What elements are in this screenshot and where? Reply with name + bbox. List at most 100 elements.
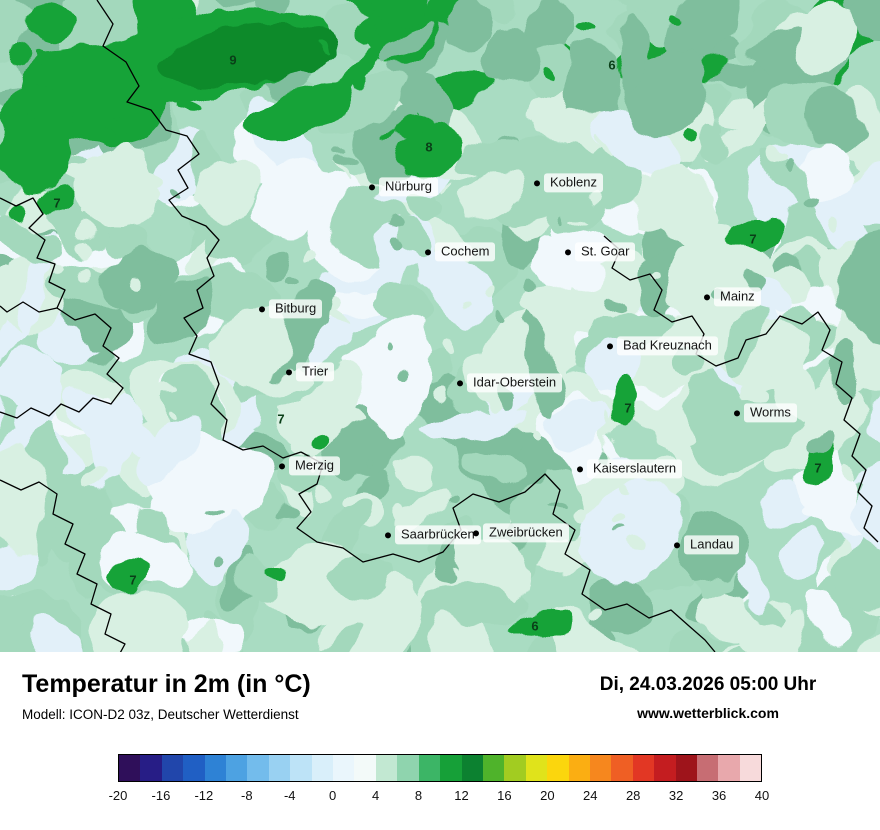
temp-value-label: 7 [624,400,632,416]
color-scale-tick: -12 [194,788,214,803]
color-scale-tick: 24 [583,788,598,803]
city-marker: Merzig [279,456,341,476]
city-dot-icon [674,542,680,548]
city-label: Nürburg [379,177,438,197]
city-dot-icon [279,463,285,469]
color-scale-segment [568,755,590,781]
city-label: Worms [744,403,797,423]
color-scale-tick: 12 [454,788,469,803]
color-scale-segment [183,755,205,781]
city-marker: Cochem [425,242,496,262]
color-scale-segment [654,755,676,781]
city-marker: Nürburg [369,177,438,197]
city-marker: Mainz [704,287,761,307]
city-marker: Bitburg [259,299,323,319]
temperature-field [0,0,880,652]
datetime-label: Di, 24.03.2026 05:00 Uhr [599,674,817,695]
color-scale-tick: 0 [329,788,337,803]
city-marker: Trier [286,362,335,382]
color-scale-tick: -16 [151,788,171,803]
page-title: Temperatur in 2m (in °C) [22,670,311,698]
color-scale-segment [226,755,248,781]
city-label: Kaiserslautern [587,459,683,479]
city-dot-icon [286,369,292,375]
city-marker: Saarbrücken [385,525,481,545]
color-scale-segment [397,755,419,781]
color-scale-segment [675,755,697,781]
city-dot-icon [534,180,540,186]
city-label: Bad Kreuznach [617,336,718,356]
color-scale-segment [204,755,227,781]
city-label: Landau [684,535,740,555]
color-scale-tick: 4 [371,788,380,803]
temp-value-label: 9 [229,52,237,68]
city-label: Mainz [714,287,761,307]
city-label: Zweibrücken [483,523,569,543]
color-scale-segment [333,755,355,781]
color-scale-segment [589,755,612,781]
temp-value-label: 6 [608,57,616,73]
state-border-line [296,451,716,652]
temp-value-label: 7 [53,195,61,211]
color-scale-segment [290,755,312,781]
datetime-block: Di, 24.03.2026 05:00 Uhr www.wetterblick… [560,674,856,721]
color-scale-segment [525,755,548,781]
state-border-line [0,197,66,313]
color-scale-segment [739,755,762,781]
city-label: Koblenz [544,173,603,193]
state-border-line [603,235,879,543]
color-scale-segment [375,755,398,781]
color-scale-tick: 28 [625,788,641,803]
color-scale-segment [418,755,441,781]
city-label: Cochem [435,242,496,262]
city-label: Merzig [289,456,341,476]
city-label: Trier [296,362,335,382]
color-scale [118,754,762,782]
border-layer [0,0,879,652]
city-dot-icon [457,380,463,386]
city-marker: Bad Kreuznach [607,336,718,356]
weather-map: Nürburg Koblenz Cochem St. Goar Bitburg Mainz… [0,0,880,652]
city-marker: Koblenz [534,173,603,193]
color-scale-segment [247,755,269,781]
color-scale-tick: 20 [540,788,555,803]
temp-value-label: 8 [425,139,433,155]
color-scale-segment [632,755,655,781]
city-dot-icon [704,294,710,300]
color-scale-segment [311,755,334,781]
color-scale-segment [440,755,462,781]
city-dot-icon [473,530,479,536]
color-scale-tick: 16 [497,788,512,803]
color-scale-tick: -4 [283,788,296,803]
city-dot-icon [607,343,613,349]
color-scale-ticks: -20 -16 -12 -8 -4 0 4 8 12 16 20 24 28 32 36 40 [109,788,770,806]
website-label: www.wetterblick.com [637,705,779,721]
city-dot-icon [425,249,431,255]
color-scale-segment [119,755,141,781]
temp-value-label: 7 [129,572,137,588]
color-scale-segment [140,755,162,781]
color-scale-tick: 32 [668,788,684,803]
city-marker: Idar-Oberstein [457,373,563,393]
city-marker: Zweibrücken [473,523,569,543]
city-label: Saarbrücken [395,525,481,545]
state-border-line [96,0,302,459]
temp-value-label: 6 [531,618,539,634]
color-scale-segment [482,755,505,781]
city-marker: Kaiserslautern [577,459,683,479]
city-dot-icon [577,466,583,472]
color-scale-segment [354,755,376,781]
color-scale-segment [611,755,633,781]
color-scale-tick: 8 [414,788,423,803]
color-scale-segment [461,755,483,781]
temp-value-label: 7 [277,411,285,427]
color-scale-tick: 36 [711,788,727,803]
color-scale-segment [547,755,569,781]
city-dot-icon [565,249,571,255]
city-dot-icon [259,306,265,312]
temp-value-label: 7 [749,231,757,247]
model-info: Modell: ICON-D2 03z, Deutscher Wetterdie… [22,707,299,722]
city-marker: Landau [674,535,740,555]
temp-value-label: 7 [814,460,822,476]
